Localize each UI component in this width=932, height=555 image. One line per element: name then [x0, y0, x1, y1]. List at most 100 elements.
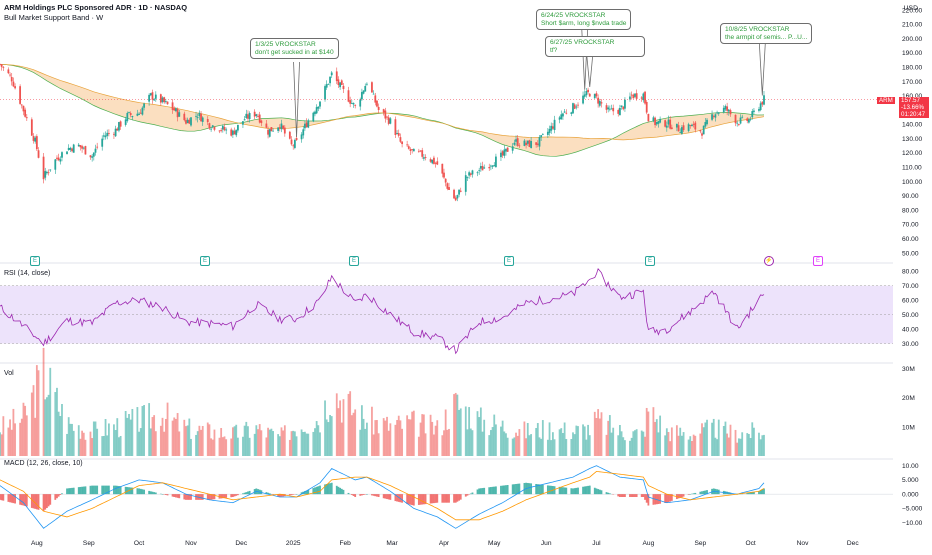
volume-bar [505, 433, 507, 456]
volume-bar [73, 431, 75, 456]
volume-bar [575, 426, 577, 456]
macd-hist-bar [125, 487, 127, 494]
candle-body [68, 148, 70, 150]
candle-body [730, 110, 732, 114]
volume-bar [2, 416, 4, 456]
candle-body [594, 94, 596, 98]
volume-bar [572, 432, 574, 456]
volume-bar [46, 397, 48, 456]
volume-bar [66, 434, 68, 456]
macd-axis-label: 5.000 [902, 477, 919, 484]
candle-body [103, 135, 105, 136]
volume-bar [101, 436, 103, 456]
volume-bar [291, 431, 293, 456]
macd-hist-bar [577, 488, 579, 495]
candle-body [198, 113, 200, 116]
note-date: 6/27/25 VROCKSTAR [550, 39, 640, 47]
macd-hist-bar [1, 494, 3, 500]
earnings-marker[interactable]: E [200, 256, 210, 266]
volume-bar [49, 368, 51, 456]
candle-body [748, 119, 750, 122]
macd-hist-bar [85, 486, 87, 494]
macd-hist-bar [359, 494, 361, 496]
macd-hist-bar [445, 494, 447, 503]
macd-hist-bar [634, 494, 636, 497]
idea-note[interactable]: 6/24/25 VROCKSTAR Short $arm, long $nvda… [536, 9, 631, 30]
volume-bar [565, 439, 567, 456]
volume-axis-label: 30M [902, 366, 915, 373]
idea-note[interactable]: 1/3/25 VROCKSTAR don't get sucked in at … [250, 38, 339, 59]
macd-hist-bar [136, 488, 138, 494]
macd-hist-bar [331, 483, 333, 494]
macd-hist-bar [371, 494, 373, 495]
candle-body [515, 139, 517, 142]
volume-bar [249, 438, 251, 456]
candle-body [331, 72, 333, 75]
volume-bar [140, 428, 142, 456]
earnings-marker[interactable]: E [349, 256, 359, 266]
candle-body [669, 120, 671, 129]
idea-note[interactable]: 10/8/25 VROCKSTAR the armpit of semis...… [720, 23, 812, 44]
volume-bar [338, 408, 340, 456]
macd-hist-bar [336, 486, 338, 494]
macd-hist-bar [291, 494, 293, 495]
macd-hist-bar [550, 486, 552, 494]
earnings-marker[interactable]: E [645, 256, 655, 266]
macd-hist-bar [632, 494, 634, 497]
candle-body [468, 172, 470, 175]
candle-body [142, 108, 144, 115]
candle-body [349, 100, 351, 104]
macd-hist-bar [91, 486, 93, 495]
macd-hist-bar [142, 489, 144, 494]
volume-bar [150, 428, 152, 456]
candle-body [715, 114, 717, 117]
macd-hist-bar [96, 486, 98, 495]
candle-body [23, 106, 25, 112]
macd-hist-bar [524, 483, 526, 494]
macd-hist-bar [296, 494, 298, 495]
volume-bar [455, 393, 457, 456]
volume-bar [420, 423, 422, 456]
candle-body [606, 105, 608, 110]
macd-hist-bar [245, 492, 247, 494]
earnings-marker[interactable]: E [30, 256, 40, 266]
candle-body [617, 110, 619, 114]
candle-body [220, 130, 222, 131]
macd-hist-bar [443, 494, 445, 503]
candle-body [58, 158, 60, 160]
volume-bar [713, 419, 715, 456]
earnings-marker[interactable]: E [504, 256, 514, 266]
split-marker[interactable]: E [813, 256, 823, 266]
volume-bar [704, 423, 706, 456]
signal-line [0, 471, 764, 519]
volume-bar [103, 436, 105, 456]
candle-body [209, 123, 211, 128]
volume-bar [130, 420, 132, 456]
macd-hist-bar [703, 491, 705, 494]
volume-bar [676, 425, 678, 456]
volume-bar [188, 419, 190, 456]
volume-bar [594, 412, 596, 456]
macd-hist-bar [502, 486, 504, 495]
macd-hist-bar [763, 488, 765, 494]
volume-bar [242, 437, 244, 456]
dividend-marker[interactable]: ⚡ [764, 256, 774, 266]
candle-body [631, 95, 633, 96]
macd-hist-bar [480, 488, 482, 494]
candle-body [255, 114, 257, 116]
volume-bar [539, 437, 541, 456]
volume-bar [36, 365, 38, 456]
candle-body [81, 146, 83, 149]
volume-bar [386, 417, 388, 456]
idea-note[interactable]: 6/27/25 VROCKSTAR tf? [545, 36, 645, 57]
volume-bar [629, 441, 631, 456]
candle-body [33, 136, 35, 141]
macd-hist-bar [175, 494, 177, 497]
macd-hist-bar [653, 494, 655, 505]
candle-body [324, 86, 326, 99]
macd-hist-bar [587, 486, 589, 494]
volume-bar [254, 434, 256, 456]
candle-body [425, 157, 427, 158]
candle-body [433, 158, 435, 164]
